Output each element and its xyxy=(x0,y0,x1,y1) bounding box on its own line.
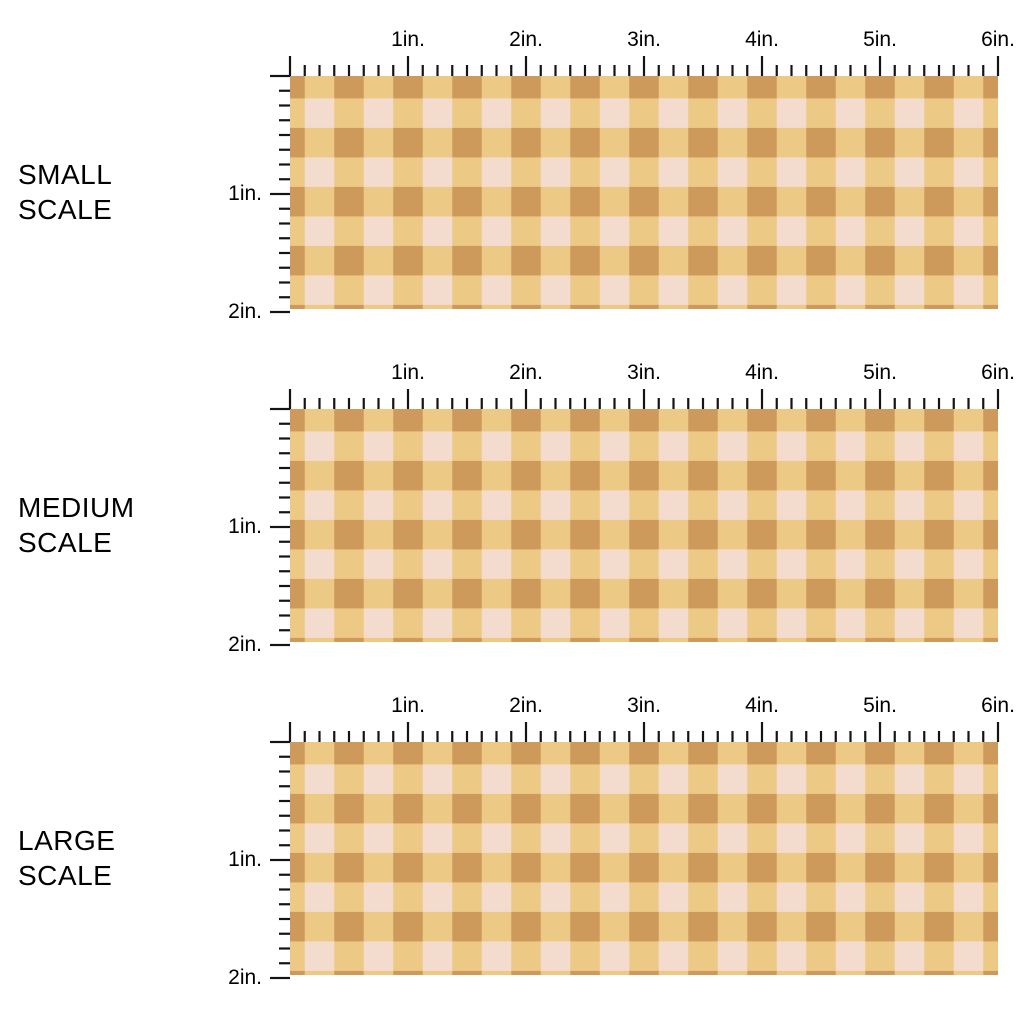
ruler-tick-label: 2in. xyxy=(216,633,262,657)
ruler-tick-label: 6in. xyxy=(981,361,1015,385)
ruler-horizontal: 1in.2in.3in.4in.5in.6in. xyxy=(290,383,998,409)
ruler-tick-label: 1in. xyxy=(216,182,262,206)
ruler-tick-label: 2in. xyxy=(509,28,543,52)
ruler-horizontal: 1in.2in.3in.4in.5in.6in. xyxy=(290,50,998,76)
ruler-tick-label: 5in. xyxy=(863,694,897,718)
ruler-horizontal: 1in.2in.3in.4in.5in.6in. xyxy=(290,716,998,742)
ruler-tick-label: 3in. xyxy=(627,694,661,718)
ruler-tick-label: 1in. xyxy=(216,515,262,539)
ruler-vertical: 1in.2in. xyxy=(264,409,290,642)
ruler-tick-label: 2in. xyxy=(216,300,262,324)
ruler-tick-label: 1in. xyxy=(391,361,425,385)
ruler-tick-label: 4in. xyxy=(745,361,779,385)
ruler-tick-label: 1in. xyxy=(216,848,262,872)
ruler-tick-label: 2in. xyxy=(509,694,543,718)
pattern-swatch xyxy=(290,409,998,642)
ruler-tick-label: 3in. xyxy=(627,361,661,385)
scale-panel-1: MEDIUM SCALE1in.2in.3in.4in.5in.6in.1in.… xyxy=(0,383,1024,642)
ruler-tick-label: 5in. xyxy=(863,28,897,52)
scale-label-0: SMALL SCALE xyxy=(18,157,112,227)
scale-label-1: MEDIUM SCALE xyxy=(18,490,135,560)
ruler-tick-label: 1in. xyxy=(391,28,425,52)
pattern-swatch xyxy=(290,76,998,309)
ruler-tick-label: 4in. xyxy=(745,694,779,718)
ruler-tick-label: 6in. xyxy=(981,694,1015,718)
ruler-tick-label: 6in. xyxy=(981,28,1015,52)
pattern-swatch xyxy=(290,742,998,975)
ruler-tick-label: 1in. xyxy=(391,694,425,718)
ruler-tick-label: 5in. xyxy=(863,361,897,385)
ruler-vertical: 1in.2in. xyxy=(264,742,290,975)
ruler-tick-label: 2in. xyxy=(216,966,262,990)
scale-panel-0: SMALL SCALE 1in.2in.3in.4in.5in.6in.1in.2… xyxy=(0,50,1024,309)
ruler-tick-label: 2in. xyxy=(509,361,543,385)
ruler-tick-label: 3in. xyxy=(627,28,661,52)
scale-panel-2: LARGE SCALE 1in.2in.3in.4in.5in.6in.1in.2… xyxy=(0,716,1024,975)
scale-label-2: LARGE SCALE xyxy=(18,823,115,893)
ruler-tick-label: 4in. xyxy=(745,28,779,52)
ruler-vertical: 1in.2in. xyxy=(264,76,290,309)
